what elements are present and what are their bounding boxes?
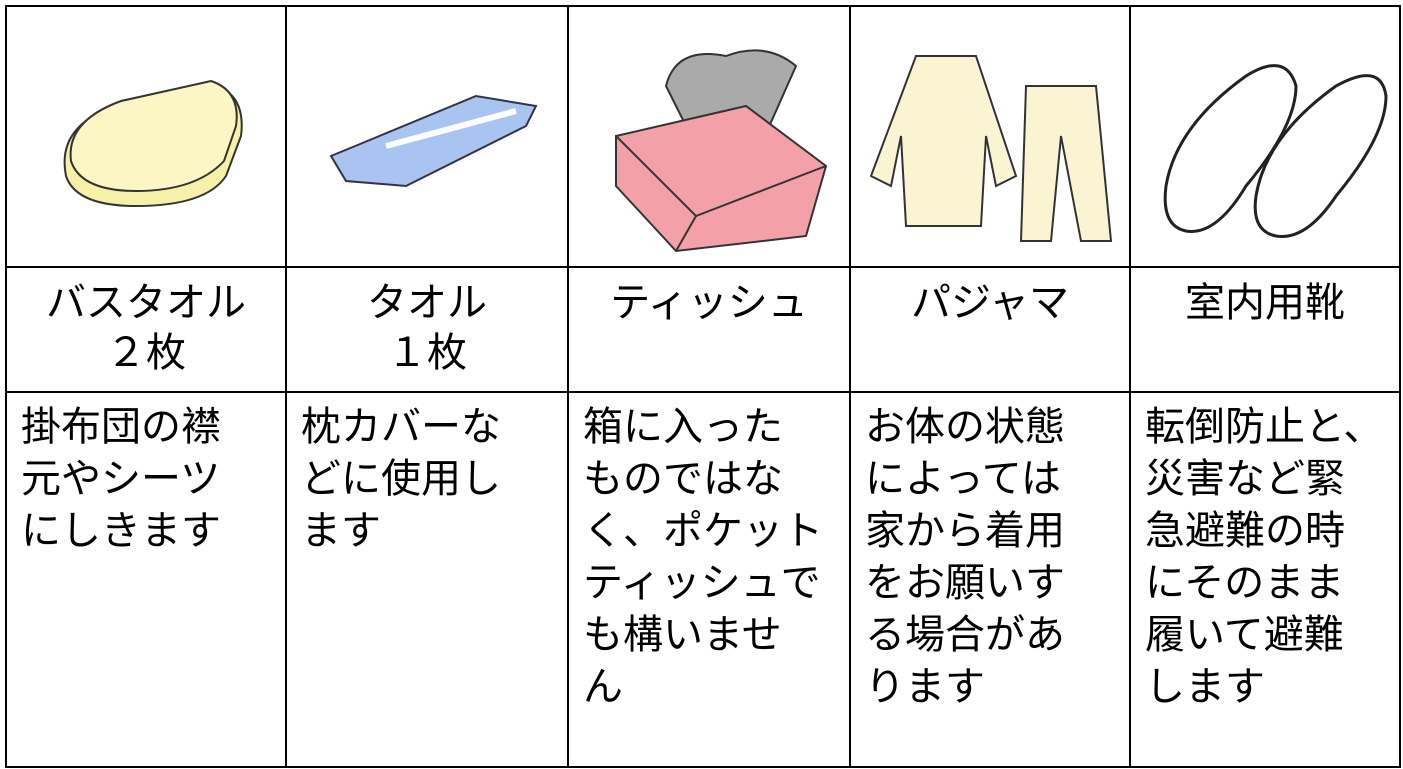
name-cell: タオル １枚 [285,266,569,393]
text-line: く、ポケット [583,508,823,554]
towel-image [329,94,538,188]
name-cell: パジャマ [849,266,1131,393]
text-line: によっては [865,456,1061,502]
text-line: お体の状態 [865,404,1065,450]
text-line: ティッシュ [610,280,808,326]
text-line: 掛布団の襟 [21,404,221,450]
text-line: をお願いす [865,560,1065,606]
text-line: １枚 [387,330,467,376]
item-table: バスタオル ２枚 掛布団の襟 元やシーツ にしきます タオル １枚 枕カバーな どに使用し ますテ… [5,5,1401,768]
name-cell: ティッシュ [567,266,851,393]
text-line: ん [583,664,623,710]
text-line: タオル [367,280,487,326]
text-line: ものではな [583,456,783,502]
text-line: 元やシーツ [21,456,221,502]
text-line: ２枚 [106,330,186,376]
text-line: も構いませ [583,612,782,658]
description-cell: 掛布団の襟元やシーツにしきます [5,391,287,768]
text-line: ティッシュで [583,560,821,606]
text-line: にしきます [21,508,221,554]
text-line: にそのまま [1145,560,1345,606]
tissue-image [615,49,828,253]
text-line: 災害など緊 [1145,456,1345,502]
text-line: ります [865,664,985,710]
bath-towel-image [63,79,243,208]
text-line: 急避難の時 [1145,508,1345,554]
shoes-image [1163,64,1388,238]
text-line: します [1145,664,1265,710]
text-line: 転倒防止と、 [1145,404,1384,450]
text-line: 枕カバーな [301,404,501,450]
pajamas-image [869,55,1113,242]
name-cell: バスタオル ２枚 [5,266,287,393]
description-cell: 枕カバーなどに使用します [285,391,569,768]
description-cell: 箱に入ったものではなく、ポケット ティッシュで も構いません [567,391,851,768]
name-cell: 室内用靴 [1129,266,1401,393]
text-line: パジャマ [911,280,1069,326]
description-cell: 転倒防止と、 災害など緊急避難の時にそのまま履いて避難します [1129,391,1401,768]
text-line: バスタオル [46,280,246,326]
text-line: 履いて避難 [1145,612,1344,658]
description-cell: お体の状態によっては家から着用をお願いする場合があります [849,391,1131,768]
text-line: ます [301,508,381,554]
text-line: 家から着用 [865,508,1065,554]
text-line: る場合があ [865,612,1065,658]
text-line: どに使用し [301,456,501,502]
text-line: 箱に入った [583,404,783,450]
text-line: 室内用靴 [1185,280,1345,326]
